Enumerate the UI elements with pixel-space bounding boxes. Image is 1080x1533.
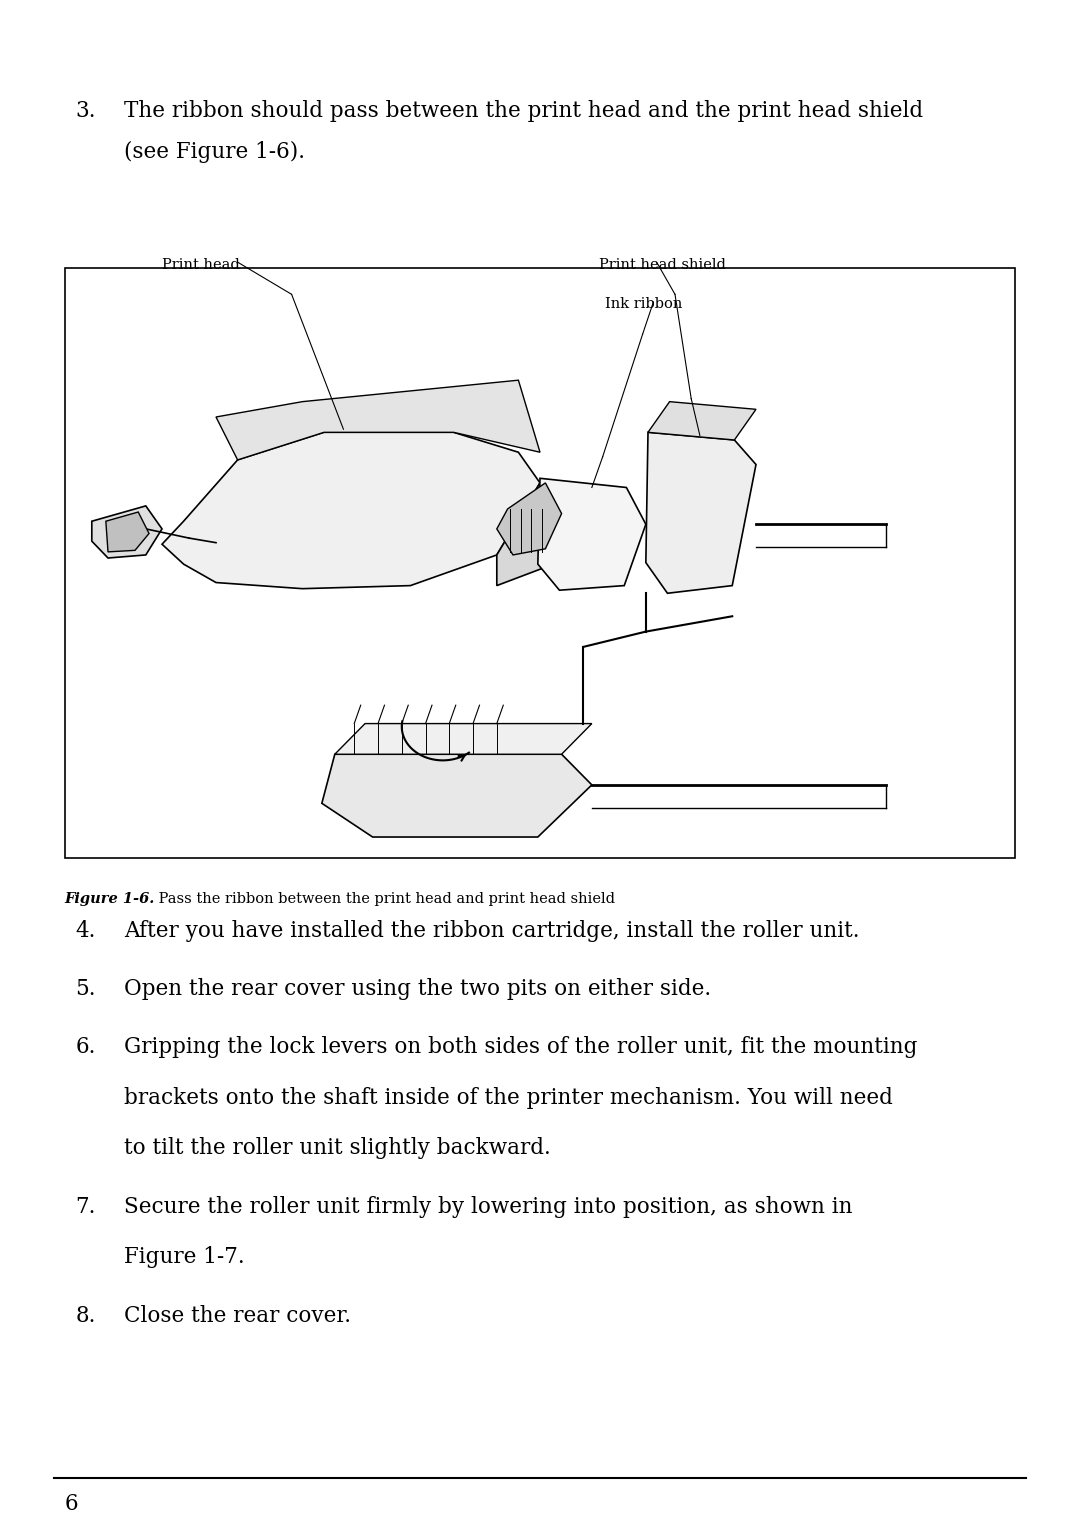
Text: 3.: 3. [76, 100, 96, 121]
Text: 8.: 8. [76, 1305, 96, 1326]
Polygon shape [92, 506, 162, 558]
Polygon shape [497, 483, 562, 586]
Polygon shape [162, 432, 540, 589]
Text: After you have installed the ribbon cartridge, install the roller unit.: After you have installed the ribbon cart… [124, 920, 860, 941]
Text: Secure the roller unit firmly by lowering into position, as shown in: Secure the roller unit firmly by lowerin… [124, 1196, 853, 1217]
Text: 5.: 5. [76, 978, 96, 1000]
Polygon shape [646, 432, 756, 593]
Text: (see Figure 1-6).: (see Figure 1-6). [124, 141, 306, 162]
Text: 7.: 7. [76, 1196, 96, 1217]
Text: brackets onto the shaft inside of the printer mechanism. You will need: brackets onto the shaft inside of the pr… [124, 1087, 893, 1108]
Text: Close the rear cover.: Close the rear cover. [124, 1305, 351, 1326]
Polygon shape [538, 478, 646, 590]
Text: Print head: Print head [162, 258, 240, 271]
Text: Gripping the lock levers on both sides of the roller unit, fit the mounting: Gripping the lock levers on both sides o… [124, 1036, 918, 1058]
Text: Open the rear cover using the two pits on either side.: Open the rear cover using the two pits o… [124, 978, 712, 1000]
Polygon shape [106, 512, 149, 552]
Text: Ink ribbon: Ink ribbon [605, 297, 683, 311]
Text: 6: 6 [65, 1493, 79, 1515]
Bar [65, 268, 1015, 858]
Polygon shape [322, 754, 592, 837]
Text: 4.: 4. [76, 920, 96, 941]
Polygon shape [497, 483, 562, 555]
Polygon shape [648, 402, 756, 440]
Text: Print head shield: Print head shield [599, 258, 726, 271]
Text: Pass the ribbon between the print head and print head shield: Pass the ribbon between the print head a… [154, 892, 616, 906]
Polygon shape [335, 724, 592, 754]
Polygon shape [216, 380, 540, 460]
Text: The ribbon should pass between the print head and the print head shield: The ribbon should pass between the print… [124, 100, 923, 121]
Text: Figure 1-6.: Figure 1-6. [65, 892, 156, 906]
Text: Figure 1-7.: Figure 1-7. [124, 1246, 245, 1268]
Text: 6.: 6. [76, 1036, 96, 1058]
Text: to tilt the roller unit slightly backward.: to tilt the roller unit slightly backwar… [124, 1137, 551, 1159]
